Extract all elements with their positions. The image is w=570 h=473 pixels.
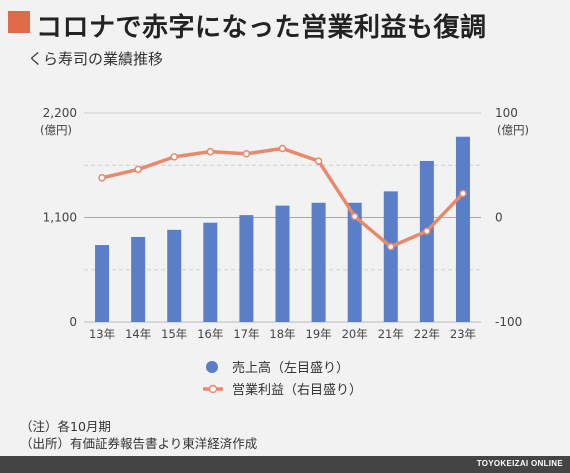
right-tick-label: 100 <box>495 106 518 120</box>
line-point <box>387 243 395 251</box>
line-point <box>170 153 178 161</box>
bar <box>239 215 254 322</box>
footer-bar: TOYOKEIZAI ONLINE <box>0 456 570 473</box>
line-point <box>350 212 359 221</box>
bar <box>95 245 110 322</box>
bar <box>167 229 182 322</box>
left-axis: 0 1,100 2,200 (億円) <box>40 106 77 329</box>
right-tick-label: 0 <box>495 211 503 225</box>
line-point <box>314 157 323 165</box>
chart-title: コロナで赤字になった営業利益も復調 <box>36 13 487 43</box>
x-tick-label: 18年 <box>269 327 295 341</box>
line-point <box>278 144 287 153</box>
x-tick-label: 14年 <box>125 327 151 341</box>
line-series <box>98 144 467 251</box>
x-tick-label: 21年 <box>378 327 404 341</box>
bar <box>131 236 146 322</box>
left-tick-label: 1,100 <box>43 211 77 225</box>
x-tick-label: 22年 <box>414 327 440 341</box>
legend-bar-label: 売上高（左目盛り） <box>232 360 349 376</box>
left-axis-unit: (億円) <box>40 123 72 137</box>
bar-series <box>95 136 470 322</box>
x-tick-label: 13年 <box>89 327 115 341</box>
right-axis-unit: (億円) <box>497 123 529 137</box>
left-tick-label: 0 <box>69 315 77 329</box>
line-point <box>206 147 215 156</box>
footer-brand: TOYOKEIZAI ONLINE <box>476 459 563 468</box>
x-axis: 13年 14年 15年 16年 17年 18年 19年 20年 21年 22年 23年 <box>89 327 476 341</box>
line-point <box>459 189 467 198</box>
left-tick-label: 2,200 <box>43 106 77 120</box>
bar <box>455 136 470 322</box>
bar <box>419 160 434 322</box>
line-point <box>242 150 251 158</box>
legend-bar-swatch <box>206 361 218 373</box>
bar <box>311 202 326 322</box>
legend-line-marker <box>208 384 218 394</box>
note-period: （注）各10月期 <box>20 419 111 434</box>
title-marker <box>8 11 30 33</box>
bar <box>203 222 218 322</box>
bar <box>275 205 290 322</box>
bar <box>347 202 362 322</box>
legend: 売上高（左目盛り） 営業利益（右目盛り） <box>203 360 362 398</box>
line-point <box>98 174 106 182</box>
x-tick-label: 16年 <box>197 327 223 341</box>
right-tick-label: -100 <box>495 315 522 329</box>
x-tick-label: 15年 <box>161 327 187 341</box>
x-tick-label: 20年 <box>342 327 368 341</box>
bar <box>383 191 398 322</box>
right-axis: -100 0 100 (億円) <box>495 106 529 329</box>
chart-subtitle: くら寿司の業績推移 <box>28 50 164 68</box>
line-point <box>134 165 142 174</box>
x-tick-label: 17年 <box>233 327 259 341</box>
legend-line-label: 営業利益（右目盛り） <box>232 382 362 398</box>
x-tick-label: 23年 <box>450 327 476 341</box>
note-source: （出所）有価証券報告書より東洋経済作成 <box>20 436 258 451</box>
x-tick-label: 19年 <box>306 327 332 341</box>
line-point <box>423 227 431 235</box>
